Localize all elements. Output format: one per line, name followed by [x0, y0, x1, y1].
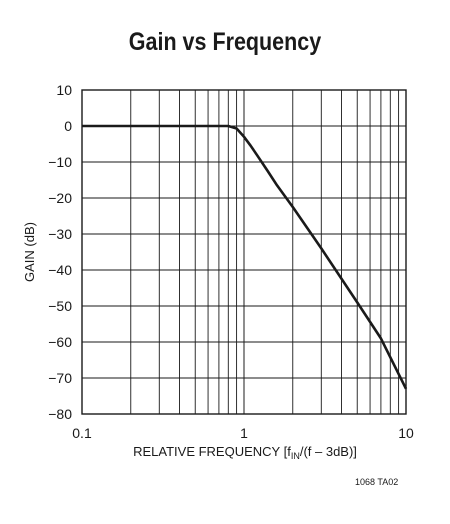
y-tick-label: −50 — [48, 298, 72, 314]
y-tick-label: 0 — [64, 118, 72, 134]
y-tick-label: −80 — [48, 406, 72, 422]
x-axis-label-part2: /(f – 3dB)] — [299, 444, 357, 459]
x-tick-label: 0.1 — [72, 425, 92, 441]
x-axis-label-part1: RELATIVE FREQUENCY [f — [133, 444, 291, 459]
x-axis-label-subscript: IN — [290, 451, 300, 461]
chart-title: Gain vs Frequency — [128, 28, 322, 56]
y-tick-label: −30 — [48, 226, 72, 242]
y-tick-label: 10 — [56, 82, 72, 98]
x-tick-label: 1 — [240, 425, 248, 441]
y-tick-label: −10 — [48, 154, 72, 170]
y-tick-label: −20 — [48, 190, 72, 206]
y-axis-label: GAIN (dB) — [22, 222, 37, 282]
gain-curve — [82, 124, 408, 390]
y-tick-label: −60 — [48, 334, 72, 350]
x-axis-label: RELATIVE FREQUENCY [fIN/(f – 3dB)] — [0, 444, 450, 461]
plot-frame — [81, 89, 407, 415]
x-tick-label: 10 — [398, 425, 414, 441]
y-tick-label: −70 — [48, 370, 72, 386]
figure-code: 1068 TA02 — [355, 477, 399, 487]
x-tick-labels: 0.1 1 10 — [72, 425, 414, 441]
y-tick-labels: 10 0 −10 −20 −30 −40 −50 −60 −70 −80 — [48, 82, 72, 422]
y-tick-label: −40 — [48, 262, 72, 278]
